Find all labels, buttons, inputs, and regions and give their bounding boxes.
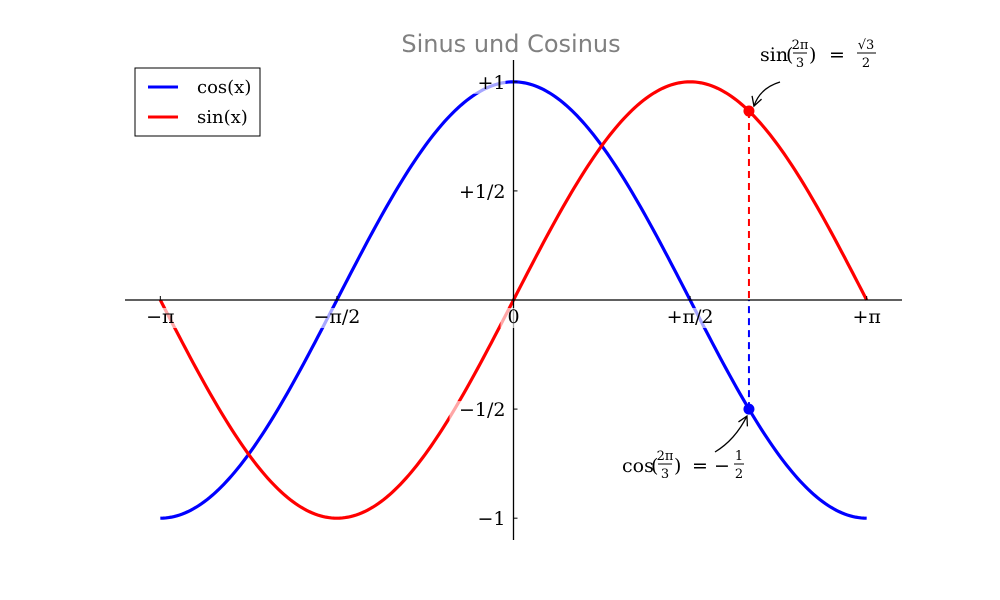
sin-annotation: sin ( 2π 3 ) = √3 2 [760, 38, 876, 71]
sin-annotation-arrow [751, 81, 781, 108]
cos-annotation-arg-num: 2π [657, 449, 674, 464]
x-tick-label: +π/2 [667, 306, 714, 328]
x-tick-label-bg [849, 308, 884, 328]
sin-annotation-val-num: √3 [858, 38, 875, 53]
cos-annotation-lparen: ( [651, 455, 658, 477]
y-tick-label: +1 [477, 72, 505, 94]
x-tick-label-bg [500, 308, 527, 328]
x-tick-label: −π [146, 306, 174, 328]
y-tick-label: +1/2 [459, 181, 506, 203]
cos-annotation-val-den: 2 [735, 467, 743, 482]
y-tick-label-bg [449, 182, 506, 203]
cos-annotation-eq: = − [692, 455, 730, 477]
legend-box [134, 67, 261, 137]
highlight-point-sin [743, 105, 755, 117]
sin-annotation-eq: = [829, 44, 845, 66]
sin-annotation-func: sin [760, 44, 788, 66]
legend-cos-label: cos(x) [197, 77, 251, 98]
legend-sin-label: sin(x) [197, 107, 248, 128]
tick-layer: −π −π/2 0 +π/2 +π −1 −1/2 +1/2 +1 [143, 72, 884, 531]
x-tick-label-bg [307, 308, 366, 328]
cos-annotation: cos ( 2π 3 ) = − 1 2 [622, 449, 744, 482]
cos-annotation-rparen: ) [674, 455, 681, 477]
y-tick-label: −1/2 [459, 399, 506, 421]
chart-title: Sinus und Cosinus [401, 30, 620, 58]
point-layer [743, 105, 755, 415]
x-tick-label: 0 [507, 306, 519, 328]
sin-annotation-rparen: ) [809, 44, 816, 66]
y-tick-label: −1 [477, 508, 505, 530]
x-tick-label: +π [852, 306, 880, 328]
sin-annotation-arg-num: 2π [792, 38, 809, 53]
x-tick-label-bg [661, 308, 720, 328]
cos-annotation-val-num: 1 [735, 449, 743, 464]
y-tick-label-bg [473, 73, 506, 94]
x-tick-label-bg [143, 308, 178, 328]
sin-annotation-arg-den: 3 [796, 56, 804, 71]
y-tick-label-bg [449, 401, 506, 422]
x-tick-label: −π/2 [313, 306, 360, 328]
cos-annotation-arrow [714, 414, 749, 453]
legend: cos(x) sin(x) [134, 67, 261, 137]
highlight-point-cos [743, 403, 755, 415]
sin-annotation-val-den: 2 [862, 56, 870, 71]
cos-annotation-func: cos [622, 455, 654, 477]
cos-annotation-arg-den: 3 [661, 467, 669, 482]
y-tick-label-bg [473, 510, 506, 531]
sin-annotation-lparen: ( [786, 44, 793, 66]
